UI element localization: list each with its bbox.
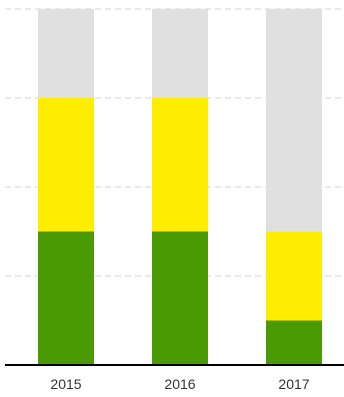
bar-2017-segment-2 bbox=[266, 9, 322, 232]
bar-2016-segment-0 bbox=[152, 231, 208, 365]
x-tick-label-2017: 2017 bbox=[278, 376, 309, 392]
bar-2017-segment-1 bbox=[266, 231, 322, 321]
bar-2016-segment-1 bbox=[152, 98, 208, 232]
bars bbox=[38, 9, 322, 365]
bar-2015-segment-0 bbox=[38, 231, 94, 365]
bar-2017-segment-0 bbox=[266, 320, 322, 365]
bar-2015-segment-1 bbox=[38, 98, 94, 232]
bar-2015-segment-2 bbox=[38, 9, 94, 98]
x-tick-labels: 2015 2016 2017 bbox=[50, 376, 309, 392]
x-tick-label-2016: 2016 bbox=[164, 376, 195, 392]
x-tick-label-2015: 2015 bbox=[50, 376, 81, 392]
bar-2016-segment-2 bbox=[152, 9, 208, 98]
